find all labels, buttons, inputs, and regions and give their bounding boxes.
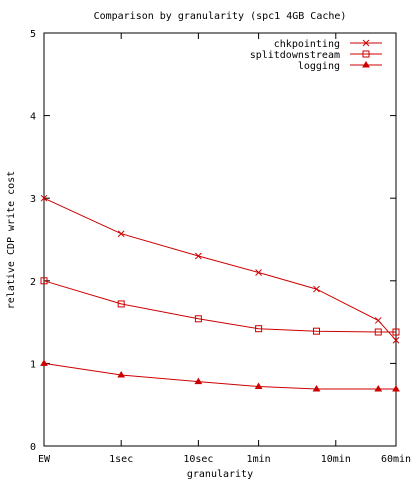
point-marker-x — [313, 285, 320, 293]
legend-label: chkpointing — [274, 39, 340, 50]
point-marker-triangle — [374, 385, 383, 392]
x-tick-label: 10sec — [183, 454, 213, 465]
series-splitdownstream — [40, 277, 400, 336]
x-tick-label: 60min — [381, 454, 411, 465]
point-marker-x — [374, 317, 382, 324]
point-marker-triangle — [254, 382, 263, 390]
series-line — [43, 197, 397, 341]
y-tick-label: 1 — [30, 359, 36, 370]
chart-title: Comparison by granularity (spc1 4GB Cach… — [94, 11, 347, 22]
point-marker-triangle — [362, 61, 370, 68]
point-marker-triangle — [40, 359, 48, 366]
series-line — [43, 362, 396, 390]
x-tick-label: 10min — [321, 454, 351, 465]
point-marker-square — [374, 328, 382, 336]
point-marker-x — [392, 336, 400, 344]
point-marker-triangle — [194, 377, 203, 385]
y-tick-label: 2 — [30, 277, 36, 288]
y-tick-label: 4 — [30, 112, 36, 123]
x-tick-label: EW — [38, 454, 51, 465]
x-axis-label: granularity — [187, 469, 253, 480]
point-marker-x — [195, 252, 202, 260]
y-tick-label: 3 — [30, 194, 36, 205]
point-marker-square — [117, 300, 125, 308]
point-marker-square — [255, 325, 263, 333]
x-tick-label: 1min — [247, 454, 271, 465]
point-marker-x — [255, 269, 262, 276]
legend-label: logging — [298, 61, 340, 72]
point-marker-triangle — [392, 385, 400, 392]
y-axis-label: relative CDP write cost — [6, 171, 17, 309]
y-tick-label: 5 — [30, 29, 36, 40]
plot-frame — [43, 32, 397, 447]
point-marker-triangle — [117, 370, 126, 378]
point-marker-square — [312, 327, 320, 335]
point-marker-square — [392, 328, 400, 336]
series-line — [43, 280, 396, 333]
point-marker-square — [194, 315, 202, 323]
y-tick-label: 0 — [30, 442, 36, 453]
legend-label: splitdownstream — [250, 50, 340, 61]
point-marker-x — [362, 39, 370, 47]
series-chkpointing — [40, 194, 400, 344]
x-axis: EW 1sec 10sec 1min 10min 60min — [38, 33, 411, 465]
point-marker-square — [362, 50, 370, 58]
series-logging — [40, 359, 400, 392]
point-marker-triangle — [312, 385, 321, 392]
point-marker-x — [117, 230, 125, 238]
x-tick-label: 1sec — [109, 454, 133, 465]
point-marker-square — [40, 277, 48, 285]
series-layer — [40, 194, 400, 392]
point-marker-x — [40, 194, 48, 202]
